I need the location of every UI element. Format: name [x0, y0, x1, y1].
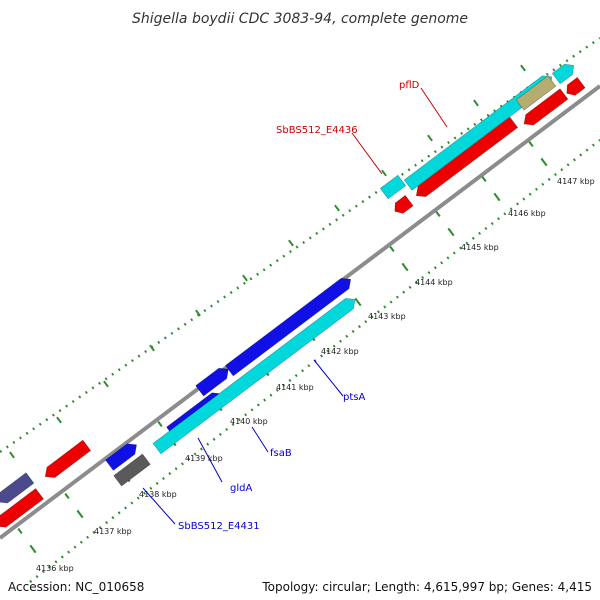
outer-tick-mark — [56, 416, 62, 424]
gene-label[interactable]: SbBS512_E4431 — [178, 521, 260, 532]
outer-tick-mark — [242, 274, 248, 282]
forward-gene-arrow — [105, 443, 137, 471]
outer-tick-mark — [381, 169, 387, 177]
minor-tick-mark — [481, 176, 487, 182]
kbp-tick-mark — [493, 192, 501, 202]
map-title: Shigella boydii CDC 3083-94, complete ge… — [132, 11, 468, 27]
gene-label[interactable]: fsaB — [270, 448, 292, 459]
kbp-tick-mark — [76, 509, 84, 519]
outer-tick-track — [0, 36, 600, 454]
outer-tick-mark — [473, 99, 479, 107]
tick-label: 4141 kbp — [276, 383, 314, 392]
dark-gene-arrow — [0, 472, 35, 504]
minor-tick-mark — [64, 493, 70, 499]
reverse-gene-arrow — [566, 76, 586, 96]
minor-tick-mark — [528, 141, 534, 147]
leader-line — [313, 359, 344, 397]
leader-line — [251, 426, 269, 453]
forward-gene-arrow — [224, 277, 352, 377]
genome-stats-text: Topology: circular; Length: 4,615,997 bp… — [262, 580, 592, 594]
forward-cds-block — [379, 174, 407, 200]
outer-tick-mark — [195, 309, 201, 317]
gene-labels: pflD SbBS512_E4436 ptsA fsaB gldA SbBS512_E44… — [178, 80, 420, 532]
gene-label[interactable]: gldA — [230, 483, 252, 494]
outer-tick-mark — [9, 451, 15, 459]
reverse-gene-arrow — [0, 488, 44, 528]
minor-tick-mark — [435, 211, 441, 217]
reverse-gene-arrow — [523, 88, 569, 126]
grey-gene-block — [113, 453, 151, 487]
leader-line — [142, 487, 176, 525]
kbp-tick-mark — [447, 227, 455, 237]
label-leader-lines — [142, 87, 448, 525]
kbp-tick-mark — [29, 544, 37, 554]
gene-label[interactable]: SbBS512_E4436 — [276, 125, 358, 136]
tick-label: 4137 kbp — [94, 527, 132, 536]
leader-line — [351, 132, 383, 175]
forward-cds-arrow — [551, 63, 575, 85]
minor-tick-mark — [17, 528, 23, 534]
tick-label: 4143 kbp — [368, 312, 406, 321]
outer-tick-mark — [288, 239, 294, 247]
leader-line — [420, 87, 448, 128]
tick-label: 4147 kbp — [557, 177, 595, 186]
tick-label: 4140 kbp — [230, 417, 268, 426]
tick-label: 4139 kbp — [185, 454, 223, 463]
gene-features — [0, 63, 586, 528]
outer-tick-mark — [520, 64, 526, 72]
reverse-gene-arrow — [394, 194, 414, 214]
reverse-gene-arrow — [44, 439, 92, 478]
other-cds-block — [515, 75, 557, 111]
accession-text: Accession: NC_010658 — [8, 580, 145, 594]
minor-tick-mark — [389, 246, 395, 252]
tick-label: 4142 kbp — [321, 347, 359, 356]
outer-tick-mark — [334, 204, 340, 212]
tick-label: 4145 kbp — [461, 243, 499, 252]
forward-gene-arrow — [195, 367, 229, 397]
tick-label: 4138 kbp — [139, 490, 177, 499]
kbp-tick-mark — [540, 157, 548, 167]
tick-labels: 4136 kbp 4137 kbp 4138 kbp 4139 kbp 4140 kbp… — [36, 177, 595, 573]
reverse-gene-arrow — [415, 116, 519, 197]
leader-line — [197, 437, 223, 483]
gene-label[interactable]: ptsA — [343, 392, 365, 403]
kbp-tick-mark — [354, 297, 362, 307]
tick-label: 4144 kbp — [415, 278, 453, 287]
gene-label[interactable]: pflD — [399, 80, 420, 91]
tick-label: 4136 kbp — [36, 564, 74, 573]
kbp-tick-mark — [401, 262, 409, 272]
minor-tick-mark — [157, 421, 163, 427]
tick-label: 4146 kbp — [508, 209, 546, 218]
outer-tick-mark — [149, 344, 155, 352]
outer-tick-mark — [427, 134, 433, 142]
forward-cds-arrow — [152, 298, 356, 455]
outer-tick-mark — [103, 380, 109, 388]
